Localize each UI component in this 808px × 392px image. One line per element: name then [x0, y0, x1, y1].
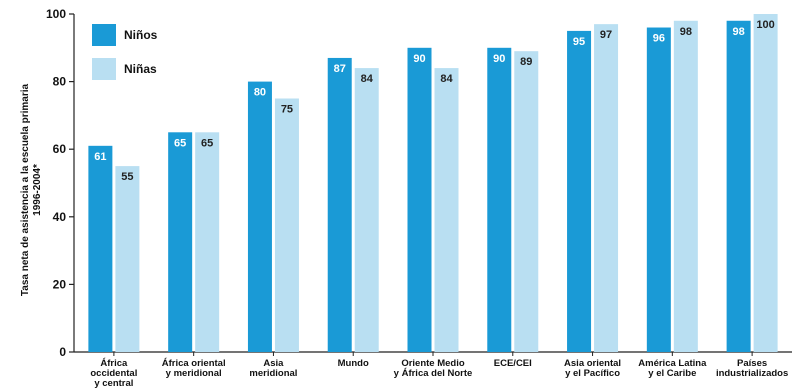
- x-category-label: y África del Norte: [394, 368, 473, 379]
- y-tick-label: 80: [53, 75, 67, 89]
- bar-ninos: [487, 47, 512, 353]
- x-category-label: y el Pacífico: [565, 368, 620, 379]
- legend-label: Niñas: [124, 62, 157, 76]
- bar-value-label: 98: [732, 26, 744, 38]
- y-tick-label: 60: [53, 142, 67, 156]
- bar-ninas: [673, 20, 698, 352]
- x-category-label: industrializados: [716, 368, 788, 379]
- bar-value-label: 90: [493, 53, 505, 65]
- y-tick-label: 40: [53, 210, 67, 224]
- bar-value-label: 61: [94, 151, 106, 163]
- bar-value-label: 100: [756, 19, 774, 31]
- bar-value-label: 97: [600, 29, 612, 41]
- x-category-label: Países: [737, 358, 767, 369]
- x-category-label: América Latina: [638, 358, 707, 369]
- y-tick-label: 0: [59, 345, 66, 359]
- x-category-label: Asia: [263, 358, 284, 369]
- bar-value-label: 75: [281, 104, 293, 116]
- x-category-label: y meridional: [166, 368, 222, 379]
- x-category-label: Oriente Medio: [401, 358, 465, 369]
- x-category-label: África oriental: [162, 358, 226, 369]
- x-category-label: meridional: [249, 368, 297, 379]
- bar-ninos: [567, 30, 592, 353]
- x-category-label: Asia oriental: [564, 358, 621, 369]
- bar-value-label: 98: [680, 26, 692, 38]
- bar-value-label: 65: [201, 137, 213, 149]
- bar-value-label: 84: [440, 73, 453, 85]
- bar-ninos: [646, 27, 671, 353]
- bar-value-label: 55: [121, 171, 133, 183]
- bar-ninas: [274, 98, 299, 352]
- bar-ninas: [354, 68, 379, 352]
- bar-value-label: 65: [174, 137, 186, 149]
- legend-label: Niños: [124, 28, 158, 42]
- bar-value-label: 95: [573, 36, 585, 48]
- legend-swatch: [92, 58, 116, 80]
- bar-ninas: [514, 51, 539, 353]
- x-category-label: África: [100, 358, 128, 369]
- x-category-label: y el Caribe: [648, 368, 696, 379]
- y-tick-label: 100: [46, 7, 66, 21]
- bar-ninos: [327, 57, 352, 352]
- bar-ninos: [247, 81, 272, 352]
- bar-value-label: 89: [520, 56, 532, 68]
- bar-ninas: [195, 132, 220, 352]
- bar-value-label: 90: [413, 53, 425, 65]
- bar-ninos: [407, 47, 432, 353]
- x-category-label: occidental: [90, 368, 137, 379]
- y-tick-label: 20: [53, 277, 67, 291]
- x-category-label: Mundo: [338, 358, 369, 369]
- bar-ninas: [594, 24, 619, 352]
- x-category-label: y central: [94, 378, 133, 389]
- legend-swatch: [92, 24, 116, 46]
- bar-value-label: 87: [334, 63, 346, 75]
- bar-ninas: [434, 68, 459, 352]
- x-category-label: ECE/CEI: [494, 358, 532, 369]
- bar-value-label: 96: [653, 33, 665, 45]
- bar-value-label: 80: [254, 87, 266, 99]
- bar-ninos: [168, 132, 193, 352]
- bar-ninos: [88, 145, 113, 352]
- bar-ninas: [115, 166, 140, 352]
- bar-ninos: [726, 20, 751, 352]
- bar-ninas: [753, 14, 778, 352]
- bar-value-label: 84: [361, 73, 374, 85]
